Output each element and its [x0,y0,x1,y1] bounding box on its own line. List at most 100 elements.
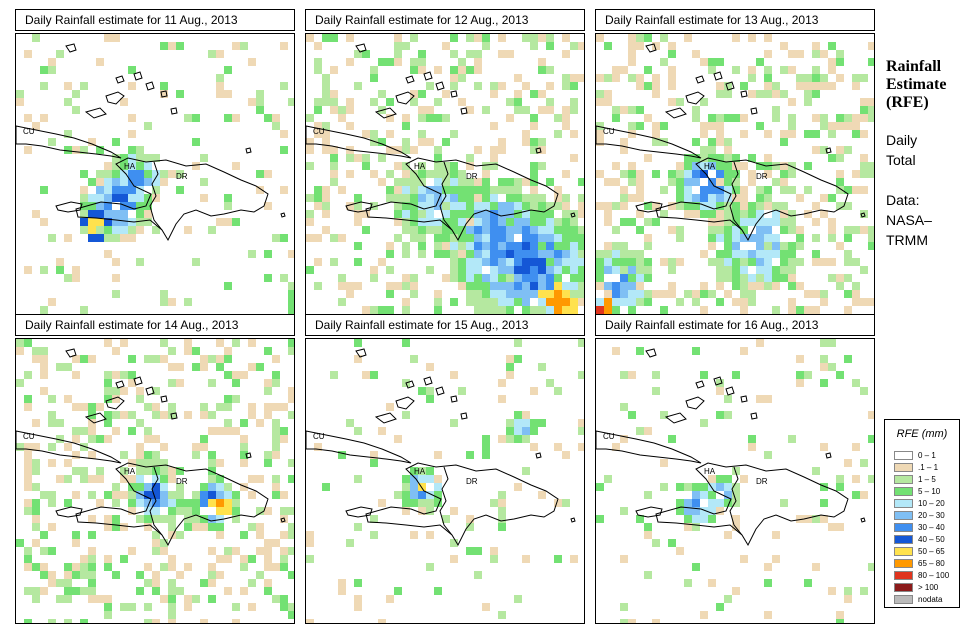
rainfall-cell [660,122,668,130]
rainfall-cell [288,523,294,531]
rainfall-cell [764,34,772,42]
rainfall-cell [232,114,240,122]
island-coastline [160,395,168,403]
rainfall-cell [88,547,96,555]
rainfall-cell [48,571,56,579]
rainfall-cell [554,186,562,194]
haiti-dr-border [729,161,743,231]
rainfall-cell [836,202,844,210]
rainfall-cell [152,194,160,202]
rainfall-cell [354,427,362,435]
rainfall-cell [426,106,434,114]
rainfall-cell [370,266,378,274]
rainfall-cell [184,507,192,515]
rainfall-cell [570,234,578,242]
rainfall-cell [72,355,80,363]
rainfall-cell [474,282,482,290]
island-coastline [645,348,657,358]
rainfall-cell [434,242,442,250]
rainfall-cell [812,218,820,226]
rainfall-cell [378,178,386,186]
rainfall-cell [64,395,72,403]
rainfall-cell [48,58,56,66]
rainfall-cell [506,234,514,242]
rainfall-cell [248,411,256,419]
rainfall-cell [224,347,232,355]
rainfall-cell [280,531,288,539]
rainfall-cell [636,226,644,234]
rainfall-cell [264,507,272,515]
rainfall-cell [418,130,426,138]
rainfall-cell [256,90,264,98]
rainfall-cell [144,435,152,443]
rainfall-cell [272,234,280,242]
cuba-coastline [16,430,122,464]
rainfall-cell [378,258,386,266]
rainfall-cell [152,483,160,491]
rainfall-cell [716,154,724,162]
rainfall-cell [264,379,272,387]
rainfall-cell [216,475,224,483]
rainfall-cell [860,459,868,467]
rainfall-cell [72,90,80,98]
rainfall-cell [474,34,482,42]
rainfall-cell [860,226,868,234]
rainfall-cell [442,515,450,523]
rainfall-cell [498,379,506,387]
rainfall-cell [314,58,322,66]
rainfall-cell [724,162,732,170]
rainfall-cell [128,194,136,202]
rainfall-cell [128,162,136,170]
rainfall-cell [184,114,192,122]
rainfall-cell [764,563,772,571]
rainfall-cell [764,226,772,234]
rainfall-cell [852,258,860,266]
rainfall-cell [128,226,136,234]
rainfall-cell [740,234,748,242]
rainfall-cell [466,234,474,242]
rainfall-cell [394,234,402,242]
rainfall-cell [40,587,48,595]
rainfall-cell [700,122,708,130]
rainfall-cell [644,34,652,42]
rainfall-cell [660,459,668,467]
rainfall-cell [378,154,386,162]
rainfall-cell [354,579,362,587]
rainfall-cell [708,290,716,298]
rainfall-cell [506,298,514,306]
rainfall-cell [434,202,442,210]
rainfall-cell [272,483,280,491]
rainfall-cell [128,178,136,186]
rainfall-cell [80,306,88,314]
panel-title: Daily Rainfall estimate for 12 Aug., 201… [305,9,585,31]
rainfall-cell [354,595,362,603]
rainfall-cell [184,563,192,571]
rainfall-cell [578,210,584,218]
rainfall-cell [514,411,522,419]
rainfall-cell [386,282,394,290]
rainfall-cell [330,170,338,178]
rainfall-cell [644,274,652,282]
rainfall-cell [836,242,844,250]
rainfall-cell [820,379,828,387]
rainfall-cell [578,282,584,290]
rainfall-cell [538,306,546,314]
rainfall-cell [652,371,660,379]
rainfall-cell [458,58,466,66]
rainfall-cell [498,266,506,274]
rainfall-cell [136,395,144,403]
rainfall-cell [716,138,724,146]
rainfall-cell [72,467,80,475]
rainfall-cell [724,274,732,282]
rainfall-cell [596,515,604,523]
rainfall-cell [128,603,136,611]
rainfall-cell [844,595,852,603]
rainfall-cell [836,58,844,66]
rainfall-cell [306,555,314,563]
rainfall-cell [684,483,692,491]
cuba-coastline [306,125,412,159]
rainfall-cell [88,427,96,435]
rainfall-cell [144,210,152,218]
rainfall-cell [546,202,554,210]
rainfall-cell [772,282,780,290]
